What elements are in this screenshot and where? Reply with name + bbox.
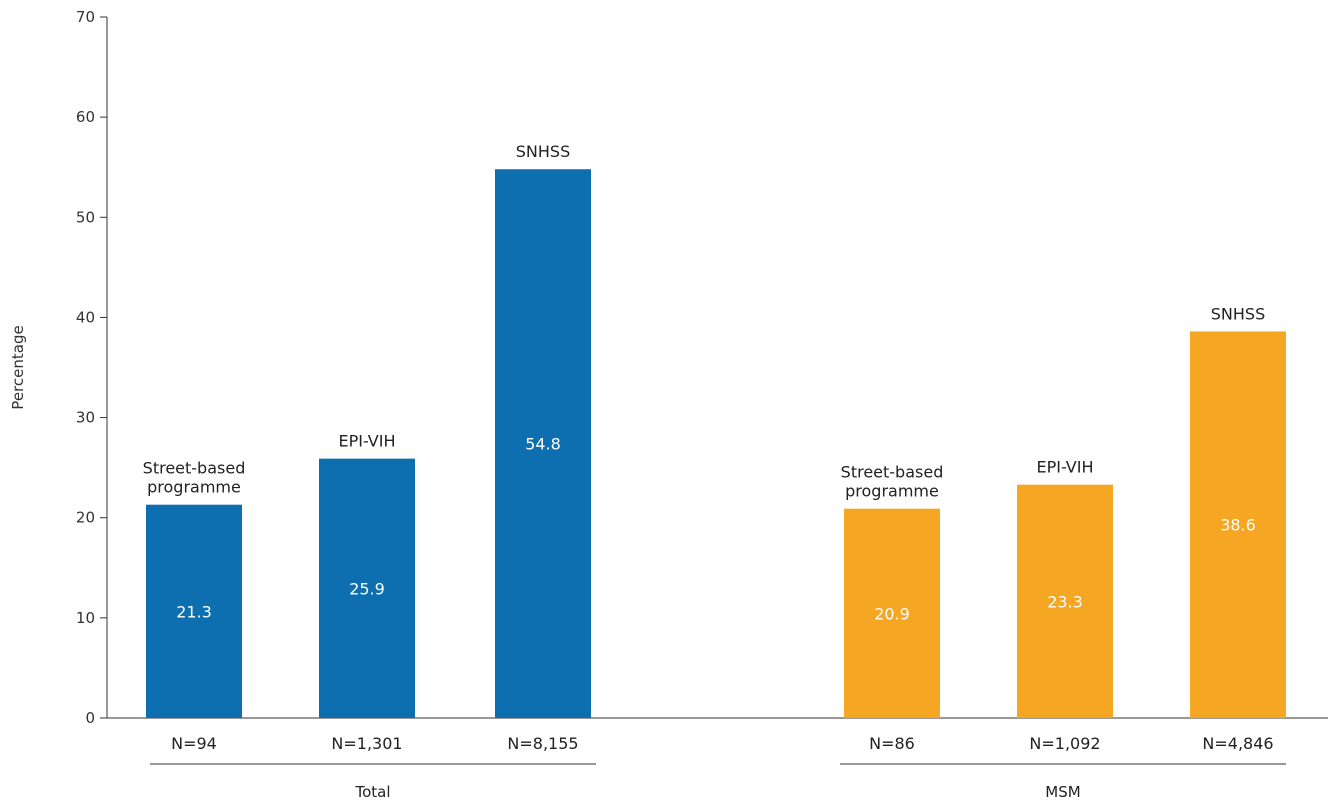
y-tick-label: 30 (76, 409, 95, 427)
bar-category-label: programme (845, 482, 939, 501)
bar-category-label: SNHSS (516, 142, 570, 161)
y-tick-label: 60 (76, 108, 95, 126)
bar-value-label: 25.9 (349, 579, 385, 598)
bar (844, 508, 940, 718)
y-tick-label: 70 (76, 8, 95, 26)
sample-size-label: N=94 (171, 734, 217, 753)
bar-category-label: programme (147, 478, 241, 497)
bar-category-label: EPI-VIH (338, 432, 395, 451)
group-label: MSM (1045, 783, 1080, 801)
bar-value-label: 21.3 (176, 602, 212, 621)
bar-value-label: 23.3 (1047, 592, 1083, 611)
bar-value-label: 54.8 (525, 435, 561, 454)
bar (1017, 484, 1113, 718)
y-axis: 0 10 20 30 40 50 60 70 (76, 8, 108, 727)
sample-size-label: N=86 (869, 734, 915, 753)
y-tick-label: 40 (76, 308, 95, 326)
bar-category-label: EPI-VIH (1036, 458, 1093, 477)
bars (146, 169, 1286, 718)
bar-category-label: SNHSS (1211, 304, 1265, 323)
bar (495, 169, 591, 718)
group-label: Total (354, 783, 390, 801)
y-tick-label: 0 (85, 709, 95, 727)
y-tick-label: 10 (76, 609, 95, 627)
bar-value-label: 20.9 (874, 604, 910, 623)
bar (319, 458, 415, 718)
sample-size-label: N=1,092 (1029, 734, 1100, 753)
sample-size-label: N=1,301 (331, 734, 402, 753)
labels: 21.3Street-basedprogrammeN=9425.9EPI-VIH… (143, 142, 1286, 801)
bar (1190, 331, 1286, 718)
bar (146, 504, 242, 718)
bar-category-label: Street-based (143, 459, 246, 478)
y-tick-label: 50 (76, 208, 95, 226)
y-tick-label: 20 (76, 509, 95, 527)
sample-size-label: N=4,846 (1202, 734, 1273, 753)
y-axis-title: Percentage (9, 325, 27, 409)
bar-category-label: Street-based (841, 463, 944, 482)
sample-size-label: N=8,155 (507, 734, 578, 753)
bar-value-label: 38.6 (1220, 516, 1256, 535)
